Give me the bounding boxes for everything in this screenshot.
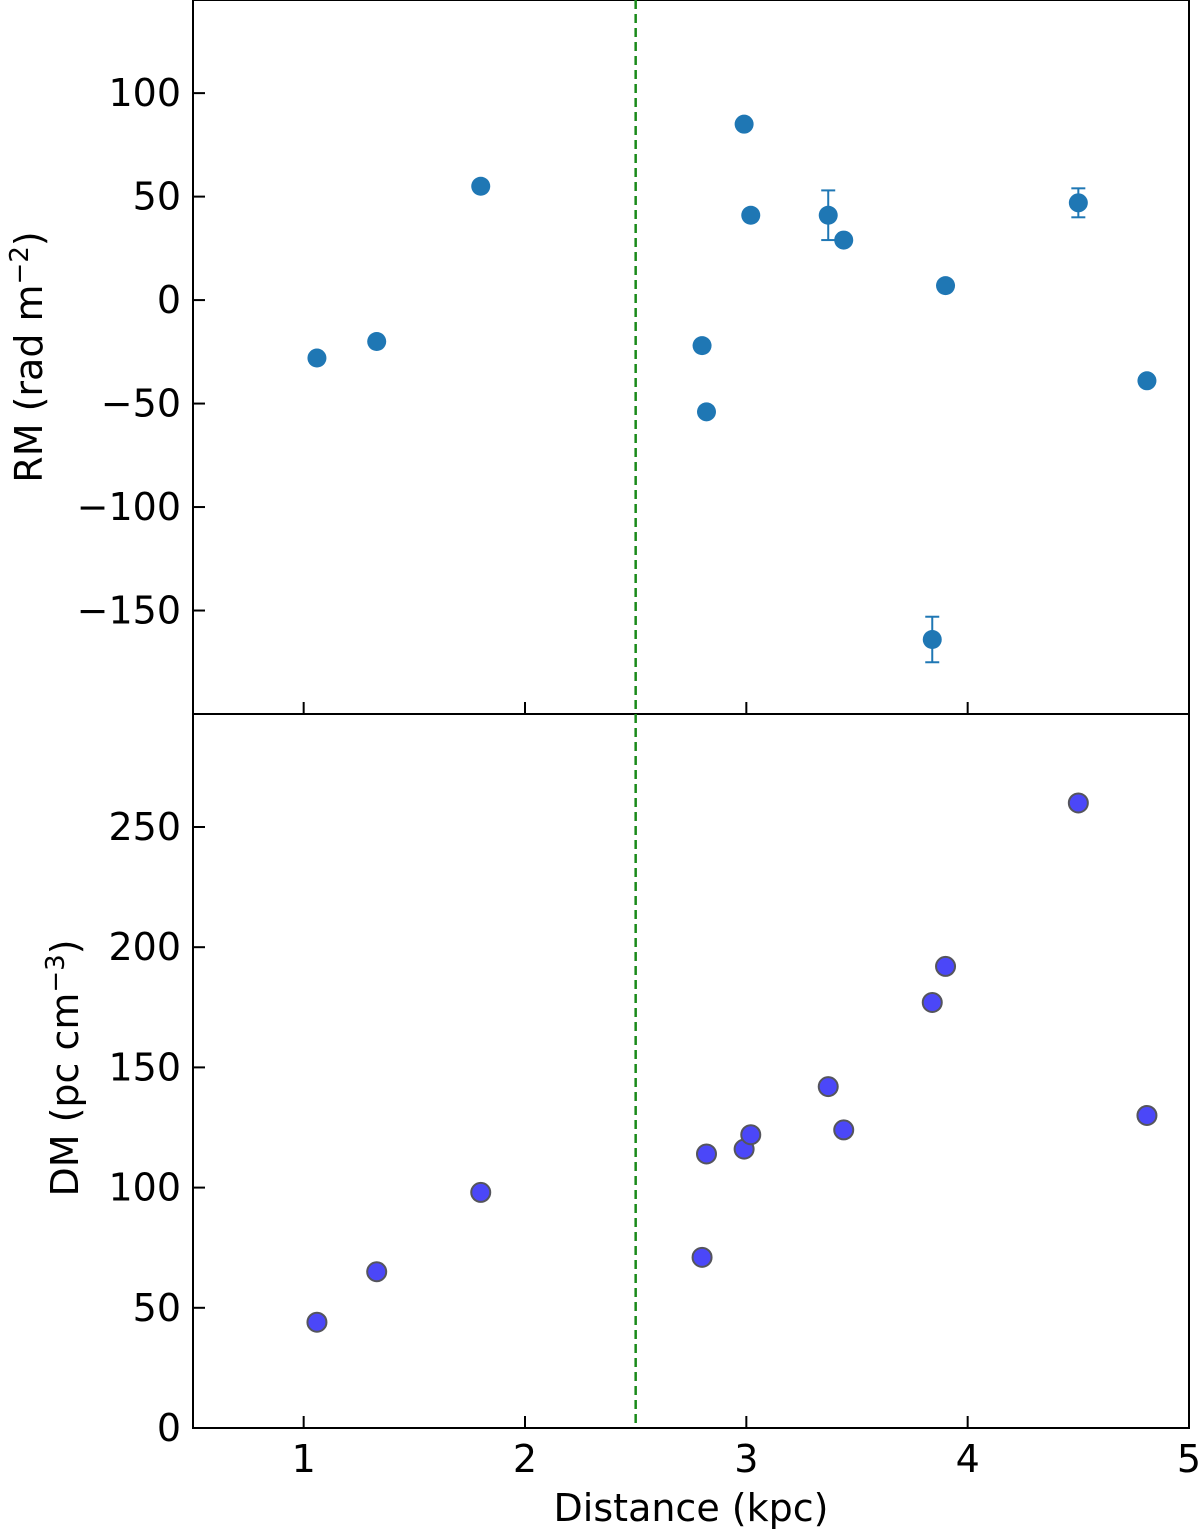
dm-y-tick-label: 0 <box>157 1406 181 1450</box>
dm-plot-frame <box>192 713 1190 1429</box>
dm-data-point <box>817 1076 839 1098</box>
rm-y-tick-label: −50 <box>101 382 181 426</box>
dm-data-point <box>935 955 957 977</box>
dm-y-ticks: 0 50 100 150 200 250 <box>108 805 205 1450</box>
dm-y-tick-label: 150 <box>108 1045 181 1089</box>
dm-y-tick-label: 200 <box>108 925 181 969</box>
rm-data-point <box>1068 193 1088 213</box>
rm-points <box>307 114 1157 649</box>
rm-error-bars <box>821 187 1086 664</box>
rm-data-point <box>367 331 387 351</box>
dm-data-point <box>1136 1104 1158 1126</box>
dm-panel: 0 50 100 150 200 250 1 2 3 4 5 DM (pc cm−3) Dista… <box>41 713 1200 1530</box>
dm-x-tick-label: 2 <box>513 1437 537 1481</box>
dm-data-point <box>740 1124 762 1146</box>
dm-data-point <box>306 1311 328 1333</box>
rm-data-point <box>696 402 716 422</box>
dm-y-tick-label: 50 <box>133 1286 181 1330</box>
dm-data-point <box>833 1119 855 1141</box>
rm-y-tick-label: −100 <box>77 485 181 529</box>
rm-panel: −150 −100 −50 0 50 100 RM (rad m−2) <box>5 0 1190 715</box>
rm-data-point <box>1137 371 1157 391</box>
rm-data-point <box>936 276 956 296</box>
dm-data-point <box>1067 792 1089 814</box>
dm-points <box>306 792 1158 1333</box>
dm-data-point <box>695 1143 717 1165</box>
dm-x-tick-label: 1 <box>292 1437 316 1481</box>
dm-x-tick-label: 5 <box>1177 1437 1200 1481</box>
dm-data-point <box>921 991 943 1013</box>
rm-y-tick-label: 0 <box>157 278 181 322</box>
dm-data-point <box>691 1246 713 1268</box>
rm-plot-frame <box>192 0 1190 715</box>
rm-y-tick-label: 100 <box>108 71 181 115</box>
x-axis-label: Distance (kpc) <box>554 1486 829 1530</box>
rm-data-point <box>834 230 854 250</box>
dm-y-tick-label: 250 <box>108 805 181 849</box>
dm-data-point <box>470 1181 492 1203</box>
rm-data-point <box>692 336 712 356</box>
dm-x-ticks: 1 2 3 4 5 <box>292 1416 1200 1481</box>
rm-data-point <box>922 629 942 649</box>
dm-y-tick-label: 100 <box>108 1166 181 1210</box>
rm-data-point <box>471 176 491 196</box>
dm-x-tick-label: 3 <box>734 1437 758 1481</box>
rm-data-point <box>307 348 327 368</box>
rm-y-ticks: −150 −100 −50 0 50 100 <box>77 71 205 633</box>
rm-y-tick-label: −150 <box>77 589 181 633</box>
rm-data-point <box>734 114 754 134</box>
rm-data-point <box>741 205 761 225</box>
rm-x-ticks <box>302 702 1190 714</box>
rm-y-tick-label: 50 <box>133 175 181 219</box>
dm-x-tick-label: 4 <box>956 1437 980 1481</box>
rm-y-axis-label: RM (rad m−2) <box>5 231 51 482</box>
dm-y-axis-label: DM (pc cm−3) <box>41 939 87 1196</box>
dm-data-point <box>366 1261 388 1283</box>
rm-data-point <box>818 205 838 225</box>
